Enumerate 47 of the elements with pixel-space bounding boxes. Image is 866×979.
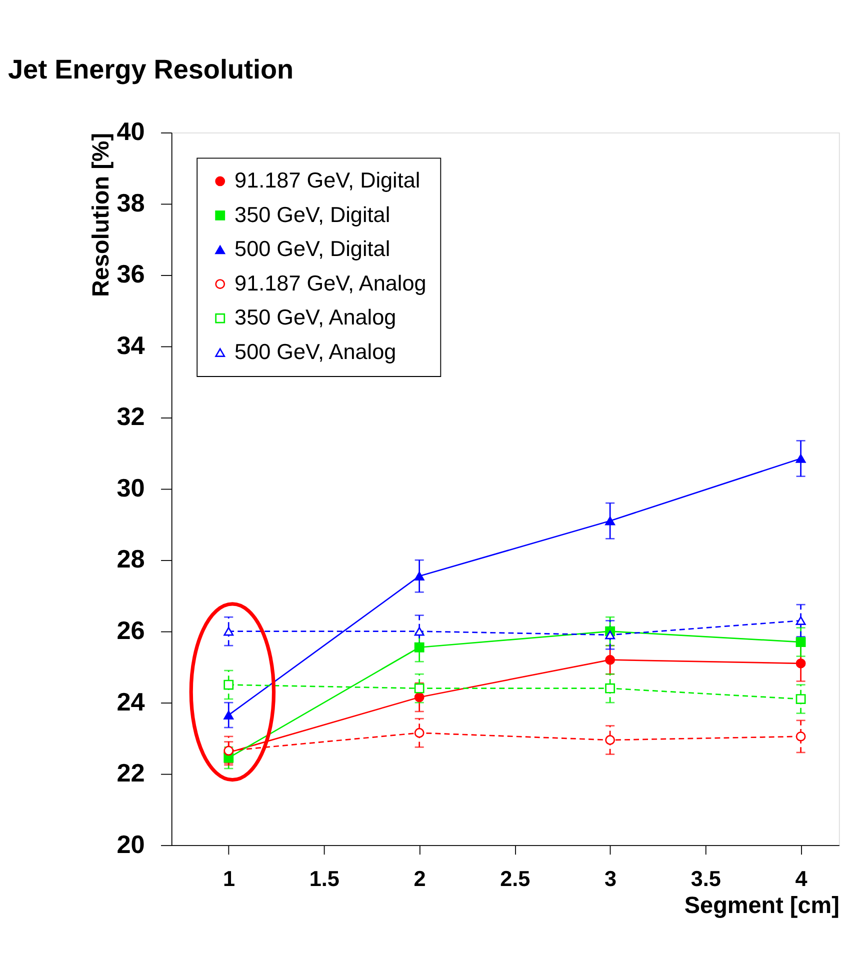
x-tick-label: 1.5 bbox=[309, 866, 340, 892]
point bbox=[414, 572, 424, 580]
y-tick-label: 40 bbox=[116, 118, 145, 146]
point bbox=[224, 680, 234, 690]
legend-label: 500 GeV, Digital bbox=[234, 236, 390, 262]
y-tick-label: 34 bbox=[116, 332, 145, 360]
x-tick-label: 1 bbox=[223, 866, 236, 892]
x-tick-label: 2 bbox=[414, 866, 426, 892]
point bbox=[605, 683, 616, 694]
point bbox=[605, 630, 616, 640]
x-tick-label: 2.5 bbox=[500, 866, 530, 892]
y-tick-label: 36 bbox=[116, 260, 145, 289]
y-tick-label: 32 bbox=[116, 403, 145, 432]
y-tick-label: 24 bbox=[116, 688, 145, 716]
point bbox=[796, 637, 806, 647]
x-tick-label: 3 bbox=[604, 866, 617, 892]
chart-title: Jet Energy Resolution bbox=[8, 54, 294, 84]
y-tick-label: 30 bbox=[116, 474, 145, 502]
legend-label: 350 GeV, Analog bbox=[234, 304, 396, 330]
point bbox=[605, 516, 616, 526]
point bbox=[414, 692, 424, 702]
legend-label: 350 GeV, Digital bbox=[234, 202, 390, 227]
point bbox=[796, 616, 806, 626]
y-tick-label: 22 bbox=[116, 760, 145, 788]
point bbox=[414, 683, 424, 694]
y-tick-label: 26 bbox=[116, 617, 145, 645]
point bbox=[605, 654, 616, 665]
x-axis-title: Segment [cm] bbox=[684, 892, 840, 918]
point bbox=[414, 626, 424, 636]
point bbox=[414, 642, 424, 652]
y-tick-label: 28 bbox=[116, 546, 145, 574]
point bbox=[224, 710, 234, 720]
point bbox=[796, 694, 806, 704]
legend-label: 91.187 GeV, Digital bbox=[234, 168, 420, 193]
x-tick-label: 3.5 bbox=[690, 866, 721, 892]
point bbox=[796, 454, 806, 463]
x-tick-label: 4 bbox=[795, 866, 808, 892]
point bbox=[224, 626, 234, 636]
point bbox=[414, 728, 424, 738]
point bbox=[796, 732, 806, 742]
y-tick-label: 38 bbox=[116, 189, 145, 218]
legend-label: 500 GeV, Analog bbox=[234, 338, 396, 364]
y-axis-title: Resolution [%] bbox=[88, 132, 114, 297]
legend-label: 91.187 GeV, Analog bbox=[234, 270, 426, 296]
point bbox=[796, 658, 806, 668]
point bbox=[605, 735, 616, 745]
y-tick-label: 20 bbox=[116, 830, 145, 859]
